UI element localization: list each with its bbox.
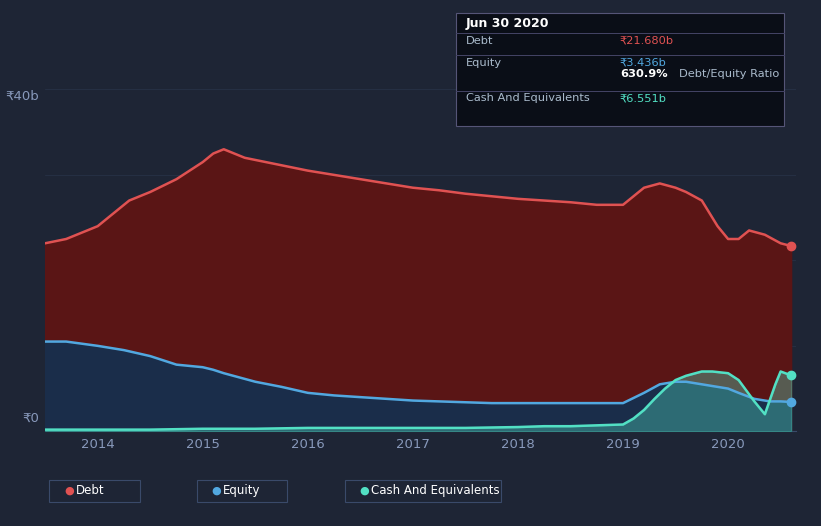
Text: ●: ●	[64, 485, 74, 496]
Text: ●: ●	[360, 485, 369, 496]
Text: Jun 30 2020: Jun 30 2020	[466, 17, 549, 31]
Text: Equity: Equity	[466, 58, 502, 68]
Text: Debt: Debt	[76, 484, 104, 497]
Text: Cash And Equivalents: Cash And Equivalents	[371, 484, 500, 497]
Text: ₹6.551b: ₹6.551b	[620, 93, 667, 103]
Text: ₹3.436b: ₹3.436b	[620, 58, 667, 68]
Text: Debt: Debt	[466, 36, 493, 46]
Text: Debt/Equity Ratio: Debt/Equity Ratio	[679, 69, 779, 79]
Text: Equity: Equity	[223, 484, 261, 497]
Text: ₹40b: ₹40b	[6, 89, 39, 103]
Text: Cash And Equivalents: Cash And Equivalents	[466, 93, 589, 103]
Text: ₹0: ₹0	[22, 411, 39, 424]
Text: 630.9%: 630.9%	[620, 69, 667, 79]
Text: ●: ●	[212, 485, 222, 496]
Text: ₹21.680b: ₹21.680b	[620, 36, 674, 46]
